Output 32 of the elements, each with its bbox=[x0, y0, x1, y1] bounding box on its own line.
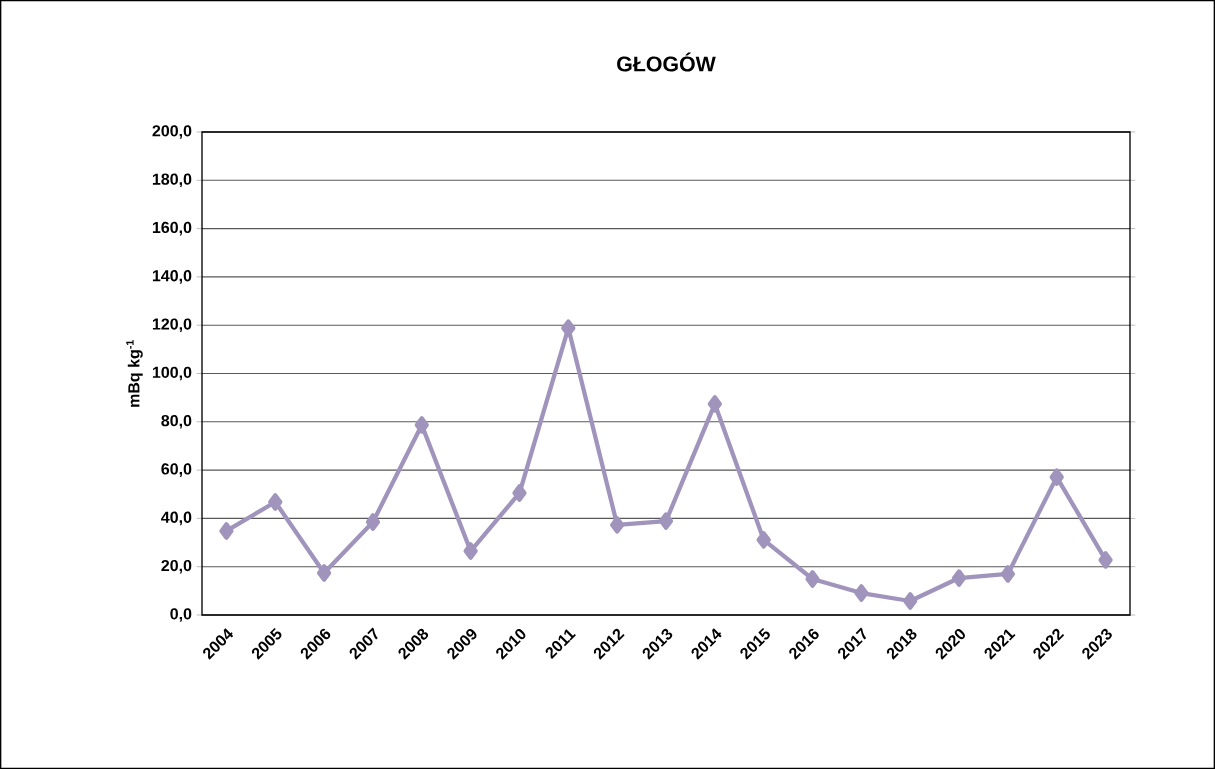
y-tick-label: 200,0 bbox=[152, 125, 192, 139]
point bbox=[756, 531, 771, 549]
point bbox=[365, 513, 381, 531]
chart-title: GŁOGÓW bbox=[617, 52, 716, 72]
point bbox=[854, 584, 869, 602]
y-tick-label: 0,0 bbox=[170, 608, 192, 622]
point bbox=[561, 319, 576, 337]
y-tick-label: 20,0 bbox=[161, 559, 192, 574]
point bbox=[903, 592, 918, 610]
point bbox=[658, 512, 674, 530]
y-tick-label: 40,0 bbox=[161, 511, 192, 526]
y-tick-label: 120,0 bbox=[152, 318, 192, 333]
point bbox=[512, 484, 527, 502]
point bbox=[316, 564, 332, 582]
point bbox=[463, 542, 478, 560]
y-axis-title: mBq kg$^{-1}$ bbox=[126, 340, 143, 407]
point bbox=[1049, 468, 1064, 486]
point bbox=[707, 395, 722, 413]
y-tick-label: 60,0 bbox=[161, 463, 192, 477]
y-tick-label: 100,0 bbox=[152, 366, 192, 381]
point bbox=[1000, 565, 1016, 583]
point bbox=[414, 416, 429, 434]
y-tick-label: 80,0 bbox=[161, 414, 192, 429]
y-tick-label: 180,0 bbox=[152, 173, 192, 188]
y-tick-label: 160,0 bbox=[152, 221, 192, 236]
y-tick-label: 140,0 bbox=[152, 270, 192, 284]
point bbox=[805, 570, 820, 588]
point bbox=[610, 516, 625, 534]
point bbox=[951, 569, 967, 587]
point bbox=[219, 522, 234, 540]
point bbox=[1098, 551, 1113, 569]
point bbox=[268, 493, 283, 511]
